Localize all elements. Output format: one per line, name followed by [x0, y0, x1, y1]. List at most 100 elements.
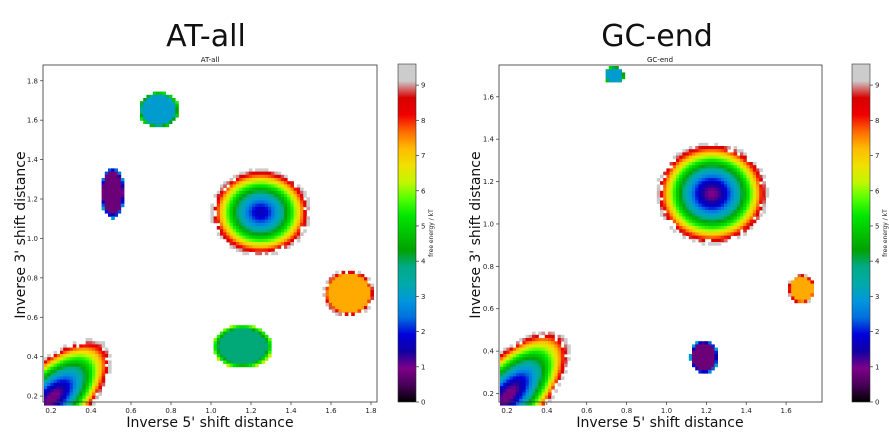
density-cell: [544, 354, 549, 358]
density-cell: [351, 280, 355, 284]
density-cell: [101, 197, 106, 201]
density-cell: [111, 178, 115, 182]
density-cell: [149, 94, 154, 99]
density-cell: [695, 229, 699, 233]
density-cell: [284, 210, 288, 214]
density-cell: [695, 360, 699, 364]
density-cell: [746, 213, 750, 217]
density-cell: [708, 232, 712, 236]
density-cell: [532, 357, 536, 361]
density-cell: [66, 395, 70, 400]
density-cell: [714, 354, 718, 358]
density-cell: [506, 347, 510, 352]
density-cell: [280, 238, 285, 243]
density-cell: [525, 395, 530, 400]
density-cell: [328, 296, 333, 300]
density-cell: [704, 213, 709, 217]
density-cell: [220, 331, 224, 336]
density-cell: [229, 203, 234, 208]
density-cell: [679, 155, 683, 160]
density-cell: [717, 238, 722, 243]
density-cell: [509, 386, 514, 390]
density-cell: [232, 235, 237, 240]
density-cell: [506, 357, 510, 361]
colorbar-tick-label: 9: [421, 82, 425, 90]
density-cell: [261, 235, 266, 240]
density-cell: [229, 363, 234, 368]
density-cell: [79, 354, 83, 358]
density-cell: [88, 344, 93, 348]
density-cell: [98, 360, 102, 364]
density-cell: [714, 155, 718, 160]
density-cell: [245, 347, 250, 352]
density-cell: [360, 280, 365, 284]
density-cell: [268, 242, 272, 246]
density-cell: [351, 270, 355, 275]
density-cell: [252, 190, 256, 195]
y-tick-label: 1.8: [27, 77, 38, 85]
density-cell: [698, 190, 702, 195]
density-cell: [335, 302, 339, 307]
density-cell: [53, 382, 58, 387]
density-cell: [692, 190, 696, 195]
y-tick-label: 0.6: [27, 314, 39, 322]
density-cell: [88, 402, 93, 406]
density-cell: [255, 357, 259, 361]
density-cell: [711, 200, 715, 204]
density-cell: [669, 162, 674, 166]
density-cell: [264, 226, 269, 230]
density-cell: [268, 226, 272, 230]
density-cell: [759, 178, 763, 182]
density-cell: [554, 347, 558, 352]
density-cell: [117, 187, 122, 192]
density-cell: [554, 354, 558, 358]
density-cell: [794, 299, 798, 304]
density-cell: [245, 229, 250, 233]
density-cell: [72, 392, 77, 396]
density-cell: [685, 165, 690, 169]
density-cell: [532, 354, 536, 358]
density-cell: [60, 366, 64, 371]
density-cell: [544, 338, 549, 342]
density-cell: [708, 181, 712, 185]
density-cell: [701, 165, 706, 169]
density-cell: [296, 235, 301, 240]
density-cell: [714, 219, 718, 224]
density-cell: [717, 194, 722, 198]
density-cell: [165, 104, 170, 108]
density-cell: [682, 197, 686, 201]
density-cell: [159, 117, 163, 121]
density-cell: [242, 229, 246, 233]
density-cell: [79, 357, 83, 361]
density-cell: [296, 194, 301, 198]
density-cell: [551, 360, 555, 364]
density-cell: [236, 210, 240, 214]
density-cell: [248, 226, 253, 230]
density-cell: [730, 181, 734, 185]
density-cell: [226, 344, 230, 348]
density-cell: [736, 162, 741, 166]
density-cell: [162, 101, 166, 105]
density-cell: [682, 187, 686, 192]
density-cell: [152, 110, 157, 115]
density-cell: [730, 155, 734, 160]
density-cell: [82, 360, 86, 364]
density-cell: [92, 382, 96, 387]
density-cell: [733, 155, 738, 160]
density-cell: [682, 171, 686, 176]
density-cell: [676, 178, 680, 182]
density-cell: [695, 357, 699, 361]
density-cell: [724, 178, 728, 182]
density-cell: [344, 312, 349, 316]
density-cell: [711, 357, 715, 361]
density-cell: [672, 200, 677, 204]
density-cell: [682, 178, 686, 182]
density-cell: [341, 290, 346, 294]
density-cell: [258, 245, 262, 249]
density-cell: [175, 110, 179, 115]
density-cell: [232, 363, 237, 368]
density-cell: [50, 376, 54, 380]
density-cell: [162, 91, 166, 96]
density-cell: [554, 341, 558, 345]
density-cell: [364, 302, 368, 307]
